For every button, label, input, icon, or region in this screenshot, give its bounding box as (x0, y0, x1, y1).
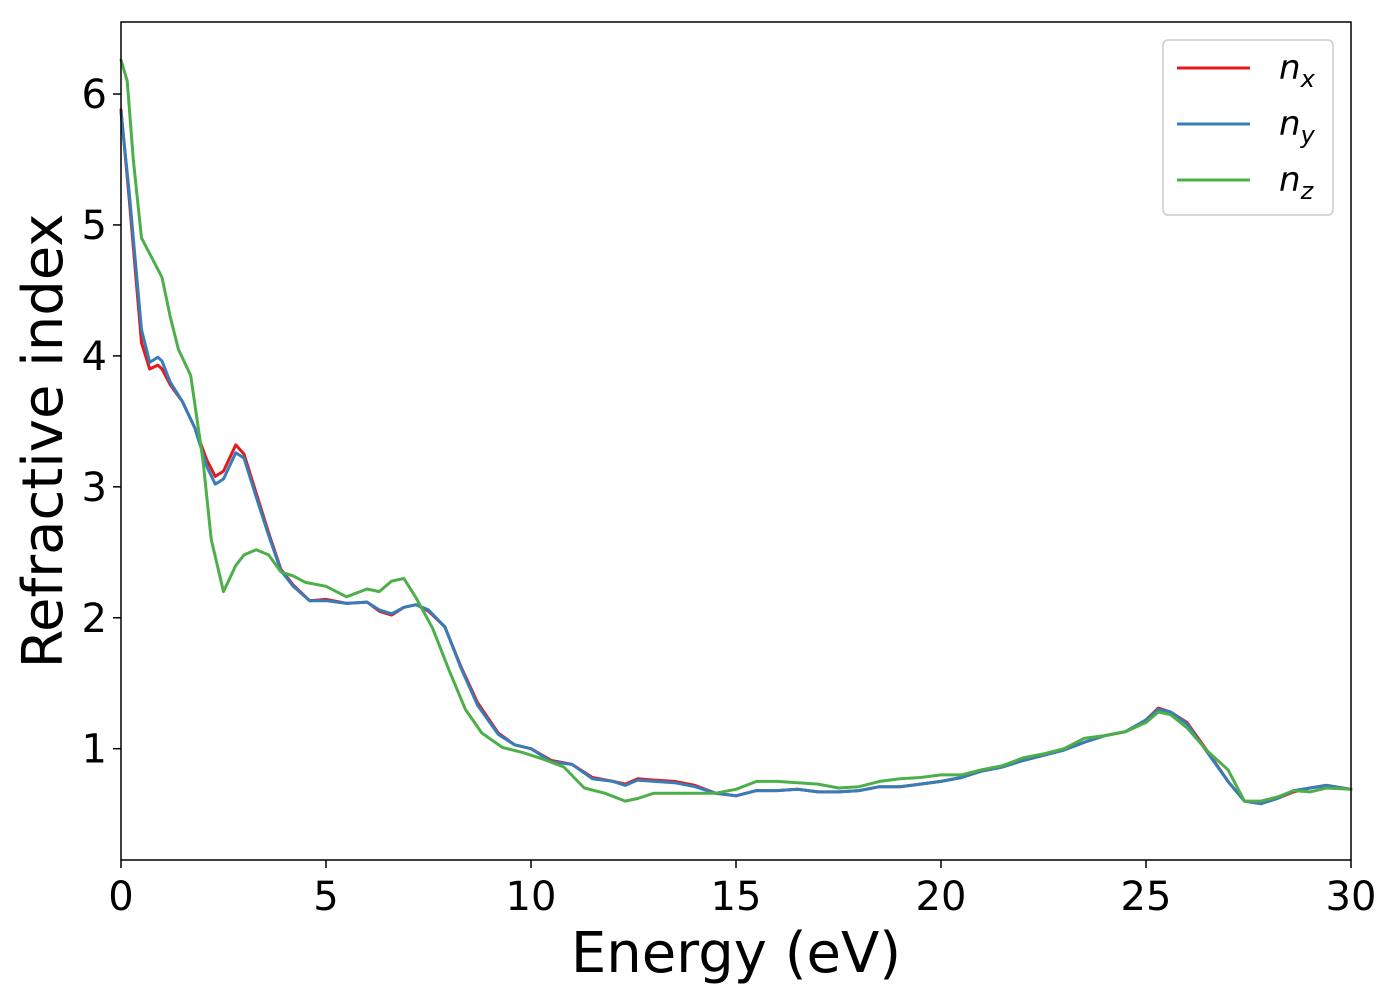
x-tick-label: 25 (1121, 874, 1172, 920)
y-tick-label: 3 (82, 465, 107, 511)
y-tick-label: 4 (82, 334, 107, 380)
y-axis: 1 2 3 4 5 6 (82, 72, 121, 773)
series-line-ny (119, 110, 1353, 806)
legend-label-main: n (1279, 48, 1301, 88)
legend-label-subscript: x (1300, 65, 1316, 93)
legend-label-ny: ny (1279, 104, 1316, 149)
y-tick-label: 5 (82, 203, 107, 249)
y-tick-label: 6 (82, 72, 107, 118)
legend-label-main: n (1279, 160, 1301, 200)
y-tick-label: 1 (82, 727, 107, 773)
legend-label-nz: nz (1279, 160, 1315, 205)
legend-label-subscript: z (1300, 177, 1315, 205)
y-axis-label: Refractive index (11, 214, 76, 669)
legend-label-nx: nx (1279, 48, 1316, 93)
legend-frame (1162, 39, 1334, 216)
x-axis: 0 5 10 15 20 25 30 (108, 860, 1376, 920)
x-tick-label: 15 (711, 874, 762, 920)
x-tick-label: 5 (313, 874, 338, 920)
legend-label-main: n (1279, 104, 1301, 144)
series-layer (119, 58, 1353, 806)
x-tick-label: 0 (108, 874, 133, 920)
x-axis-label: Energy (eV) (571, 921, 901, 986)
series-line-nz (119, 58, 1353, 803)
x-tick-label: 20 (916, 874, 967, 920)
legend-label-subscript: y (1300, 121, 1316, 149)
y-tick-label: 2 (82, 596, 107, 642)
x-tick-label: 10 (506, 874, 557, 920)
x-tick-label: 30 (1326, 874, 1377, 920)
